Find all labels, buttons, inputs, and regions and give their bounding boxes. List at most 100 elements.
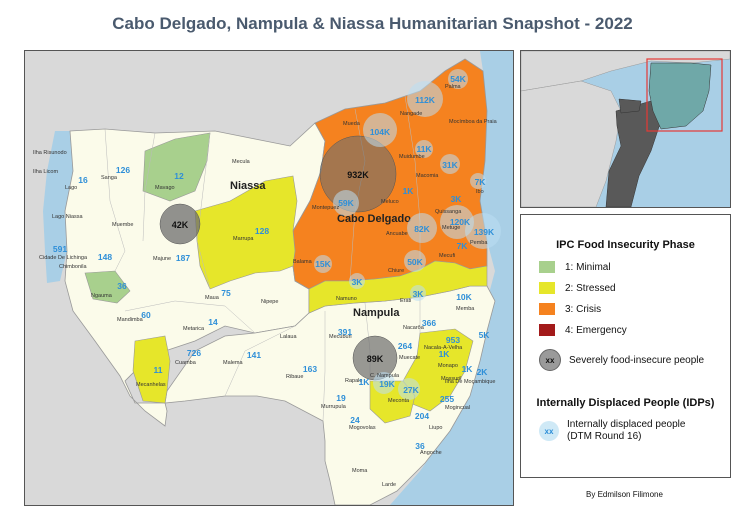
district-label-maua: Maua (205, 295, 220, 301)
idp-value-muembe-area: 128 (255, 226, 269, 236)
idp-value-liupo: 204 (415, 411, 429, 421)
province-label-niassa: Niassa (230, 180, 266, 192)
inset-study-area (648, 62, 712, 130)
ipc-value-cabo-delgado: 932K (347, 170, 369, 180)
idp-circle-balama (314, 255, 332, 273)
lake-niassa (43, 131, 73, 283)
legend-row-stressed: 2: Stressed (539, 282, 616, 294)
indian-ocean (390, 51, 513, 505)
ipc-value-niassa: 42K (172, 220, 189, 230)
idp-value-meconta: 27K (403, 385, 419, 395)
idp-value-meluco: 1K (403, 186, 415, 196)
district-label-ancuabe: Ancuabe (386, 231, 408, 237)
district-label-meluco: Meluco (381, 199, 399, 205)
district-label-lago-niassa: Lago Niassa (52, 214, 84, 220)
idp-value-nangade: 112K (415, 95, 436, 105)
idp-value-majune: 187 (176, 253, 190, 263)
legend-label-emergency: 4: Emergency (565, 324, 627, 336)
district-label-muembe: Muembe (112, 222, 133, 228)
district-label-chimbonila: Chimbonila (59, 264, 87, 270)
idp-value-pemba: 139K (474, 227, 495, 237)
district-label-ilha-licom: Ilha Licom (33, 169, 58, 175)
marrupa-stressed-area (194, 175, 298, 290)
idp-value-cuamba: 726 (187, 348, 201, 358)
district-label-nangade: Nangade (400, 111, 422, 117)
district-label-cidade-lichinga: Cidade De Lichinga (39, 255, 88, 261)
idp-value-mavago: 12 (174, 171, 184, 181)
district-label-namuno: Namuno (336, 296, 357, 302)
severe-symbol: xx (539, 349, 561, 371)
idp-circle-nampula-city (373, 372, 395, 394)
district-label-metuge: Metuge (442, 225, 460, 231)
idp-circle-montepuez (333, 190, 359, 216)
province-label-cabo-delgado: Cabo Delgado (337, 213, 411, 225)
inset-mozambique-west (618, 98, 642, 114)
legend-row-minimal: 1: Minimal (539, 261, 611, 273)
legend-label-idp-2: (DTM Round 16) (567, 431, 642, 442)
idp-value-mogovolas: 24 (350, 415, 360, 425)
district-label-malema: Malema (223, 360, 244, 366)
district-label-majune: Majune (153, 256, 171, 262)
legend-idp-text: Internally displaced people (DTM Round 1… (567, 419, 685, 443)
legend-label-crisis: 3: Crisis (565, 303, 602, 315)
district-label-chiure: Chiure (388, 268, 404, 274)
stressed-swatch (539, 282, 555, 294)
idp-value-chimbonila: 591 (53, 244, 67, 254)
district-label-nacarao: Nacarôa (403, 325, 425, 331)
district-label-mogincual: Mogincual (445, 405, 470, 411)
district-label-meconta: Meconta (388, 398, 410, 404)
idp-value-mecanhelas: 11 (154, 365, 163, 375)
district-label-sanga: Sanga (101, 175, 118, 181)
district-label-macomia: Macomia (416, 173, 439, 179)
district-label-erati: Erati (400, 298, 411, 304)
idp-value-quissanga: 3K (451, 194, 463, 204)
idp-value-murrupula: 19 (336, 393, 346, 403)
idp-circle-meconta (398, 378, 420, 400)
idp-value-metuge: 120K (450, 217, 471, 227)
district-label-mocimboa: Mocímboa da Praia (449, 119, 498, 125)
emergency-swatch (539, 324, 555, 336)
idp-value-metarica: 14 (208, 317, 218, 327)
idp-circle-muidumbe (415, 140, 433, 158)
idp-value-nacala-porto: 5K (479, 330, 491, 340)
inset-map (520, 50, 731, 208)
district-label-ngauma: Ngauma (91, 293, 113, 299)
legend-row-emergency: 4: Emergency (539, 324, 627, 336)
district-label-cidade-nampula: C. Nampula (370, 373, 400, 379)
idp-value-monapo: 1K (439, 349, 451, 359)
minimal-swatch (539, 261, 555, 273)
idp-circle-erati (410, 285, 426, 301)
legend-row-severe: xx Severely food-insecure people (539, 349, 704, 371)
main-map[interactable]: Niassa Cabo Delgado Nampula 42K 932K 89K… (24, 50, 514, 506)
idp-symbol: xx (539, 421, 559, 441)
district-label-nacala-a-velha: Nacala-A-Velha (424, 345, 463, 351)
district-label-ibo: Ibo (476, 189, 484, 195)
idp-circle-mueda (363, 113, 397, 147)
legend-label-stressed: 2: Stressed (565, 282, 616, 294)
idp-value-macomia: 31K (442, 160, 458, 170)
legend-row-crisis: 3: Crisis (539, 303, 601, 315)
inset-highlight-box (646, 58, 723, 132)
idp-circle-namuno (349, 273, 365, 289)
province-label-nampula: Nampula (353, 307, 400, 319)
idp-value-balama: 15K (315, 259, 331, 269)
legend-label-minimal: 1: Minimal (565, 261, 611, 273)
legend-label-idp-1: Internally displaced people (567, 419, 686, 430)
mecanhelas-stressed-area (132, 335, 171, 404)
idp-value-angoche: 36 (415, 441, 425, 451)
idp-circle-palma (448, 69, 468, 89)
idp-value-nacarao: 366 (422, 318, 436, 328)
legend-row-idp: xx Internally displaced people (DTM Roun… (539, 419, 685, 443)
ngauma-minimal-area (84, 270, 131, 304)
district-label-palma: Palma (445, 84, 462, 90)
district-label-mecufi: Mecufi (439, 253, 455, 259)
district-label-marrupa: Marrupa (233, 236, 254, 242)
idp-value-mandimba: 60 (141, 310, 151, 320)
idp-value-nacala: 953 (446, 335, 460, 345)
district-label-metarica: Metarica (183, 326, 205, 332)
idp-circle-ancuabe (407, 213, 437, 243)
legend-label-severe: Severely food-insecure people (569, 354, 705, 366)
district-label-mossuril: Mossuril (441, 376, 461, 382)
district-label-mavago: Mavago (155, 185, 175, 191)
idp-value-montepuez: 59K (338, 198, 354, 208)
